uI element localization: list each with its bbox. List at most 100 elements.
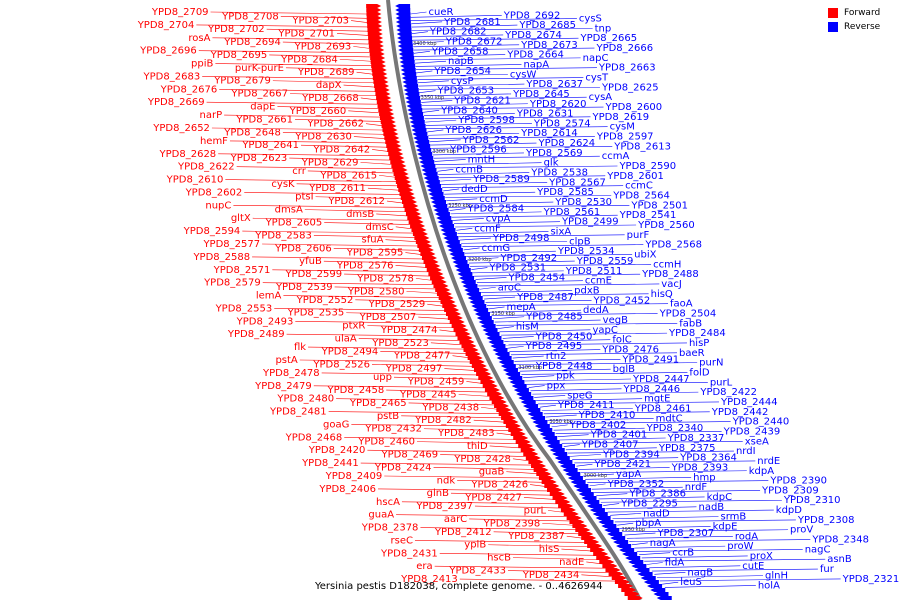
- reverse-gene-arrow: [403, 84, 419, 88]
- forward-gene-arrow: [383, 132, 399, 136]
- reverse-gene-arrow: [460, 280, 476, 284]
- forward-gene-arrow: [447, 316, 463, 320]
- forward-gene-arrow: [370, 60, 386, 64]
- gene-label: gltX: [231, 213, 251, 224]
- gene-label: YPD8_2448: [535, 361, 593, 372]
- reverse-connector: [528, 385, 545, 388]
- gene-label: rodA: [735, 531, 758, 542]
- forward-connector: [328, 411, 500, 414]
- reverse-gene-arrow: [412, 132, 428, 136]
- reverse-connector: [605, 506, 697, 510]
- reverse-gene-arrow: [405, 100, 421, 104]
- gene-label: yapA: [616, 469, 641, 480]
- gene-label: YPD8_2479: [254, 381, 312, 392]
- reverse-gene-arrow: [454, 264, 470, 268]
- legend-forward: Forward: [828, 6, 900, 20]
- reverse-gene-arrow: [422, 172, 438, 176]
- reverse-gene-arrow: [433, 208, 449, 212]
- gene-label: nagC: [805, 544, 831, 555]
- connector-lines: [196, 11, 841, 588]
- gene-label: YPD8_2683: [143, 71, 201, 82]
- forward-connector: [414, 540, 586, 543]
- reverse-connector: [545, 414, 577, 418]
- gene-label: cysT: [585, 73, 609, 84]
- forward-gene-arrow: [379, 116, 395, 120]
- reverse-connector: [585, 477, 692, 480]
- reverse-connector: [561, 440, 743, 444]
- gene-label: purN: [699, 358, 723, 369]
- reverse-gene-arrow: [415, 144, 431, 148]
- reverse-gene-arrow: [467, 296, 483, 300]
- reverse-connector: [654, 572, 686, 575]
- reverse-connector: [418, 87, 600, 90]
- forward-connector: [215, 63, 372, 66]
- forward-connector: [295, 321, 452, 324]
- scale-tick-label: 3400 kbp: [413, 41, 437, 47]
- reverse-connector: [411, 21, 443, 25]
- gene-label: dedD: [461, 184, 488, 195]
- reverse-gene-arrow: [416, 148, 432, 152]
- forward-connector: [344, 273, 431, 277]
- reverse-connector: [525, 378, 632, 382]
- gene-label: pdxB: [574, 286, 600, 297]
- gene-label: YPD8_2420: [308, 445, 366, 456]
- reverse-connector: [539, 404, 556, 408]
- forward-connector: [496, 432, 513, 436]
- reverse-gene-arrow: [471, 304, 487, 308]
- reverse-gene-arrow: [634, 568, 650, 572]
- reverse-gene-arrow: [450, 256, 466, 260]
- reverse-connector: [440, 178, 472, 182]
- reverse-connector: [600, 499, 782, 503]
- gene-label: YPD8_2390: [769, 476, 827, 487]
- gene-label: YPD8_2394: [602, 449, 660, 460]
- gene-label: YPD8_2703: [291, 16, 349, 27]
- reverse-gene-arrow: [530, 416, 546, 420]
- forward-connector: [313, 235, 415, 238]
- reverse-connector: [536, 398, 643, 401]
- gene-label: glnH: [765, 571, 788, 582]
- gene-label: YPD8_2402: [569, 420, 627, 431]
- gene-label: YPD8_2459: [407, 376, 465, 387]
- forward-gene-arrow: [431, 280, 447, 284]
- gene-label: YPD8_2622: [177, 162, 235, 173]
- reverse-connector: [497, 326, 514, 329]
- gene-label: ccmE: [585, 276, 612, 287]
- reverse-connector: [447, 201, 554, 205]
- gene-label: YPD8_2674: [504, 30, 562, 41]
- gene-label: pstA: [275, 355, 297, 366]
- reverse-gene-arrow: [395, 16, 411, 20]
- gene-label: YPD8_2511: [565, 266, 623, 277]
- forward-gene-arrow: [469, 360, 485, 364]
- gene-label: YPD8_2348: [811, 535, 869, 546]
- gene-label: YPD8_2658: [431, 46, 489, 57]
- gene-label: YPD8_2560: [637, 220, 695, 231]
- forward-connector: [386, 200, 404, 204]
- reverse-connector: [596, 493, 628, 496]
- reverse-gene-arrow: [625, 556, 641, 560]
- reverse-connector: [412, 37, 579, 41]
- forward-connector: [324, 222, 411, 225]
- gene-label: YPD8_2398: [483, 518, 541, 529]
- reverse-connector: [421, 100, 453, 103]
- gene-label: clpB: [569, 236, 591, 247]
- forward-gene-arrow: [523, 452, 539, 456]
- forward-gene-arrow: [391, 164, 407, 168]
- forward-connector: [274, 308, 446, 311]
- forward-connector: [333, 247, 420, 251]
- forward-connector: [229, 140, 386, 144]
- reverse-connector: [444, 191, 536, 195]
- gene-label: YPD8_2645: [512, 89, 570, 100]
- gene-label: YPD8_2340: [646, 423, 704, 434]
- reverse-gene-arrow: [516, 392, 532, 396]
- gene-label: YPD8_2488: [641, 269, 699, 280]
- forward-connector: [266, 28, 368, 32]
- reverse-connector: [485, 300, 592, 303]
- forward-gene-arrow: [584, 540, 600, 544]
- gene-label: holA: [758, 580, 780, 591]
- reverse-gene-arrow: [640, 576, 656, 580]
- gene-label: napB: [448, 56, 474, 67]
- reverse-connector: [482, 293, 649, 297]
- forward-gene-arrow: [387, 148, 403, 152]
- gene-label: cueR: [429, 7, 454, 18]
- forward-gene-arrow: [575, 528, 591, 532]
